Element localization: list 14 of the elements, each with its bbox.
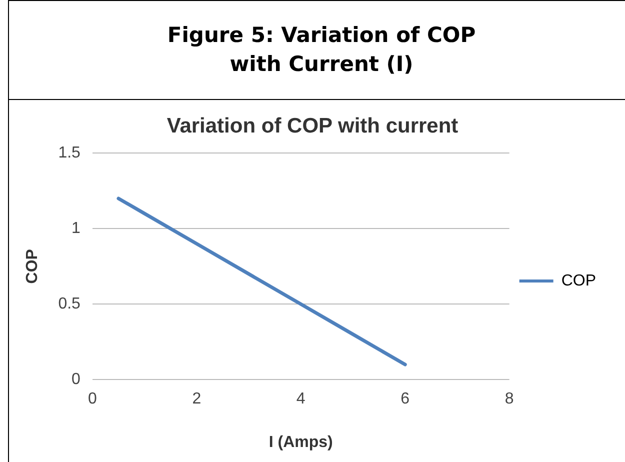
- x-axis-title: I (Amps): [268, 434, 333, 451]
- y-tick-label: 1.5: [58, 144, 81, 162]
- caption: Figure 5: Variation of COP with Current (I): [166, 22, 477, 78]
- x-tick-label: 4: [296, 390, 306, 408]
- x-tick-label: 8: [504, 390, 514, 408]
- x-tick-label: 0: [88, 390, 97, 408]
- y-tick-label: 0.5: [58, 296, 81, 313]
- x-tick-label: 2: [192, 390, 202, 408]
- chart-title: Variation of COP with current: [166, 114, 458, 138]
- x-tick-label: 6: [400, 390, 410, 408]
- y-tick-label: 1: [72, 220, 81, 238]
- legend-label: COP: [561, 272, 596, 290]
- y-tick-label: 0: [72, 371, 81, 388]
- y-axis-title: COP: [24, 248, 42, 284]
